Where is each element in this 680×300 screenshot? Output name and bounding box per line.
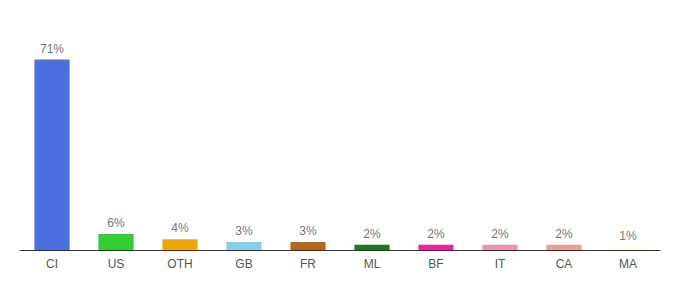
svg-text:OTH: OTH bbox=[167, 257, 192, 271]
svg-text:3%: 3% bbox=[299, 224, 317, 238]
svg-text:1%: 1% bbox=[619, 229, 637, 243]
svg-text:US: US bbox=[108, 257, 125, 271]
svg-text:71%: 71% bbox=[40, 42, 64, 56]
svg-text:CA: CA bbox=[556, 257, 573, 271]
svg-text:2%: 2% bbox=[491, 227, 509, 241]
svg-text:4%: 4% bbox=[171, 221, 189, 235]
svg-text:6%: 6% bbox=[107, 216, 125, 230]
svg-text:3%: 3% bbox=[235, 224, 253, 238]
svg-text:ML: ML bbox=[364, 257, 381, 271]
svg-text:IT: IT bbox=[495, 257, 506, 271]
svg-text:FR: FR bbox=[300, 257, 316, 271]
svg-text:GB: GB bbox=[235, 257, 252, 271]
svg-text:BF: BF bbox=[428, 257, 443, 271]
svg-text:MA: MA bbox=[619, 257, 637, 271]
svg-text:2%: 2% bbox=[363, 227, 381, 241]
svg-text:CI: CI bbox=[46, 257, 58, 271]
svg-text:2%: 2% bbox=[555, 227, 573, 241]
svg-text:2%: 2% bbox=[427, 227, 445, 241]
